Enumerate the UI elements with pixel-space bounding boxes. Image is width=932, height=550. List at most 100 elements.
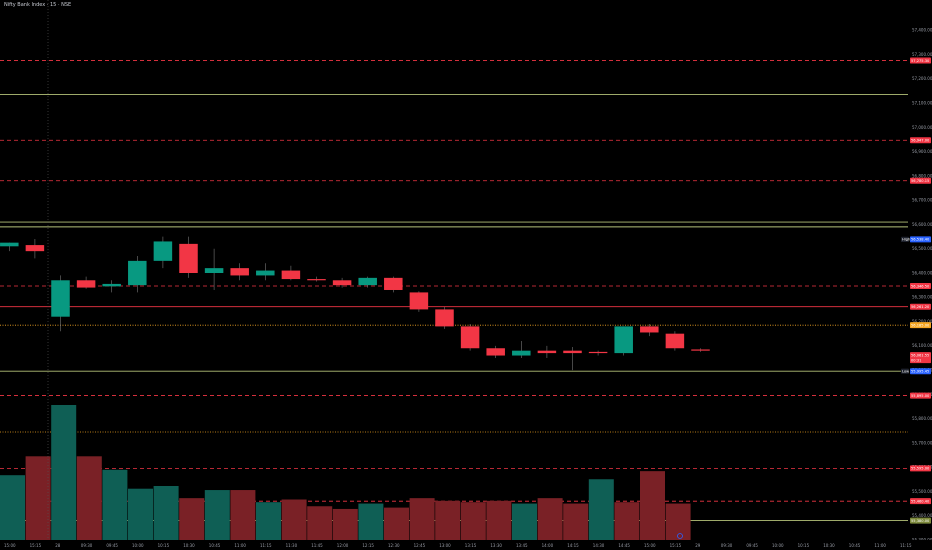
price-badge [910,352,931,359]
level-price-badge [910,498,931,505]
time-tick-label: 28 [55,543,61,548]
price-tick-label: 55,700.00 [912,440,932,445]
price-tick-label: 57,100.00 [912,100,932,105]
price-tick-label: 56,200.00 [912,319,932,324]
price-tick-label: 55,400.00 [912,513,932,518]
time-tick-label: 14:30 [593,543,605,548]
level-price-label: 56,780.15 [911,179,929,183]
volume-bar [25,456,51,540]
candle-body [384,277,403,290]
time-tick-label: 09:30 [721,543,733,548]
time-tick-label: 13:45 [516,543,528,548]
candle-body [409,292,429,310]
time-tick-label: 14:00 [542,543,554,548]
candle-body [179,243,198,273]
candle-body [665,333,685,349]
candle-body [128,260,147,286]
level-price-badge [910,282,931,289]
candle-body [512,350,531,356]
price-badge-tag: High [902,238,910,242]
price-tick-label: 55,500.00 [912,489,932,494]
time-tick-label: 11:30 [286,543,298,548]
candle-body [51,280,70,317]
time-tick-label: 11:00 [234,543,246,548]
time-tick-label: 10:45 [849,543,861,548]
time-tick-label: 13:00 [439,543,451,548]
event-marker-icon[interactable] [677,533,683,539]
volume-bar [486,500,512,540]
time-tick-label: 11:00 [874,543,886,548]
volume-bar [358,503,384,540]
candle-body [358,277,377,286]
time-tick-label: 10:15 [158,543,170,548]
candle-body [76,280,96,288]
volume-bar [153,486,179,540]
candle-body [614,326,633,354]
price-badge-label: 55,995.45 [911,369,929,373]
volume-bar [256,502,281,540]
volume-bar [230,490,256,540]
time-tick-label: 11:15 [260,543,272,548]
volume-bar [281,499,307,540]
price-axis-bg [908,0,932,550]
time-tick-label: 09:45 [746,543,758,548]
volume-bar [76,456,102,540]
candle-body [230,268,249,276]
price-tick-label: 56,300.00 [912,295,932,300]
volume-bar [204,490,230,540]
time-tick-label: 15:00 [4,543,16,548]
time-tick-label: 11:15 [900,543,912,548]
candle-body [25,245,45,252]
volume-bar [332,508,358,540]
candle-body [588,351,608,354]
price-tick-label: 55,300.00 [912,537,932,542]
level-price-label: 56,947.00 [911,139,930,143]
level-price-badge [910,322,931,329]
price-badge [910,357,931,364]
candle-body [640,326,659,333]
price-badge-label: 56,538.40 [911,238,930,242]
volume-bar [102,469,128,540]
price-tick-label: 56,700.00 [912,198,932,203]
time-tick-label: 12:00 [337,543,349,548]
volume-bar [307,506,333,540]
price-tick-label: 57,200.00 [912,76,932,81]
level-price-badge [910,303,931,310]
level-price-badge [910,517,931,524]
volume-bar [384,507,409,540]
level-price-label: 55,595.00 [911,467,930,471]
candle-body [307,279,326,281]
candle-body [460,326,480,349]
volume-bar [537,498,563,540]
time-tick-label: 14:45 [618,543,630,548]
price-badge [910,368,931,375]
time-tick-label: 12:45 [414,543,426,548]
volume-bar [640,471,665,540]
time-tick-label: 13:15 [465,543,477,548]
volume-bar [588,479,614,540]
volume-bar [435,500,461,540]
price-tick-label: 57,300.00 [912,52,932,57]
price-badge [910,236,931,243]
level-price-label: 57,275.30 [911,59,930,63]
level-price-badge [910,465,931,472]
candle-body [435,309,454,327]
candle-body [281,270,301,280]
volume-bar [614,502,640,540]
price-tick-label: 55,800.00 [912,416,932,421]
price-badge-tag-bg [901,368,909,374]
time-axis-bg [0,540,932,550]
time-tick-label: 14:15 [567,543,579,548]
time-tick-label: 11:45 [311,543,323,548]
time-tick-label: 10:30 [823,543,835,548]
price-tick-label: 56,600.00 [912,222,932,227]
level-price-badge [910,137,931,144]
price-tick-label: 56,500.00 [912,246,932,251]
candle-body [102,283,121,287]
candle-body [691,349,710,351]
candle-body [153,241,173,261]
time-tick-label: 15:15 [670,543,682,548]
time-tick-label: 13:30 [490,543,502,548]
time-tick-label: 15:15 [30,543,42,548]
